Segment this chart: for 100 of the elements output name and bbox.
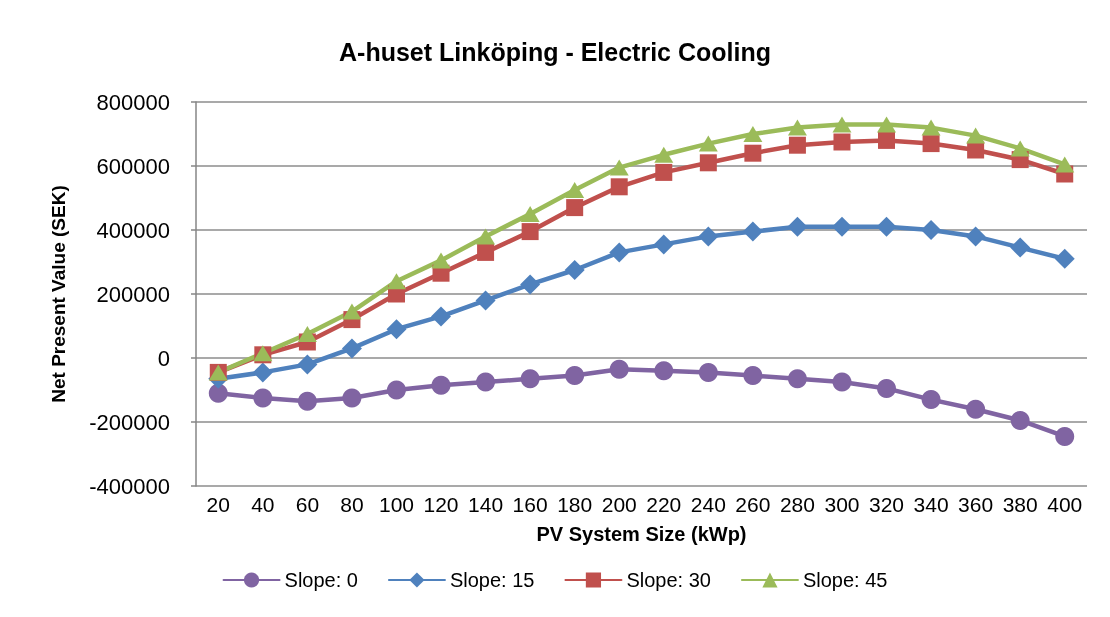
point [1010,410,1030,430]
point [655,163,673,181]
point [698,226,719,247]
point [831,216,852,237]
point [965,226,986,247]
point [742,221,763,242]
point [341,338,362,359]
point [386,273,406,290]
point [788,136,806,154]
x-tick-label: 60 [295,493,320,516]
point [699,154,717,172]
point [878,131,896,149]
point [832,116,852,133]
point [520,369,540,389]
point [1055,426,1075,446]
point [922,135,940,153]
y-tick-label: -200000 [89,409,170,435]
point [609,242,630,263]
x-tick-label: 80 [340,493,364,516]
point [1010,237,1031,258]
point [832,372,852,392]
point [297,391,317,411]
point [252,362,273,383]
point [966,127,986,144]
x-axis-title: PV System Size (kWp) [536,523,747,545]
point [565,182,585,198]
x-tick-label: 140 [468,493,504,516]
x-tick-label: 360 [958,493,994,516]
point [833,133,851,151]
x-tick-label: 40 [251,493,275,516]
x-tick-label: 300 [824,493,860,516]
point [744,144,762,162]
y-tick-label: 0 [157,345,170,371]
point [610,178,628,196]
point [476,372,496,392]
point [1054,248,1075,269]
point [653,234,674,255]
x-tick-label: 280 [779,493,815,516]
point [566,199,584,217]
point [431,252,451,269]
point [787,119,807,136]
legend-label: Slope: 45 [802,569,888,591]
point [476,228,496,245]
x-tick-label: 100 [378,493,414,516]
point [876,216,897,237]
point [297,354,318,375]
point [743,366,763,386]
point [520,206,540,222]
x-tick-label: 20 [206,493,230,516]
x-tick-label: 320 [869,493,905,516]
point [565,366,585,386]
point [431,306,452,327]
point [520,274,541,295]
point [342,303,362,320]
point [342,388,362,408]
point [477,243,495,261]
point [1010,140,1030,157]
point [521,223,539,241]
y-tick-label: 400000 [96,217,170,243]
y-tick-label: 200000 [96,281,170,307]
point [386,380,406,400]
y-tick-label: -400000 [89,473,170,499]
point [1055,156,1075,173]
legend-label: Slope: 0 [284,569,358,591]
point [253,388,273,408]
point [787,369,807,389]
y-axis-title: Net Present Value (SEK) [48,185,69,403]
point [698,362,718,382]
point [921,390,941,410]
chart-title: A-huset Linköping - Electric Cooling [339,37,771,66]
point [297,326,317,342]
x-tick-label: 220 [646,493,682,516]
point [564,260,585,280]
point [787,216,808,237]
point [877,378,897,398]
point [921,220,942,240]
x-tick-label: 340 [913,493,949,516]
point [475,290,496,311]
x-tick-label: 240 [690,493,726,516]
x-tick-label: 200 [601,493,637,516]
point [743,126,763,142]
point [654,361,674,381]
legend-label: Slope: 15 [449,569,535,591]
point [654,146,674,163]
point [208,383,228,403]
x-tick-label: 120 [423,493,459,516]
point [921,119,941,136]
x-tick-label: 400 [1047,493,1083,516]
point [386,319,407,340]
x-tick-label: 180 [557,493,593,516]
y-tick-label: 600000 [96,153,170,179]
x-tick-label: 380 [1002,493,1038,516]
point [609,359,629,379]
point [431,375,451,395]
point [877,116,897,133]
point [698,135,718,152]
point [609,159,629,176]
point [966,399,986,419]
x-tick-label: 160 [512,493,548,516]
y-tick-label: 800000 [96,89,170,115]
